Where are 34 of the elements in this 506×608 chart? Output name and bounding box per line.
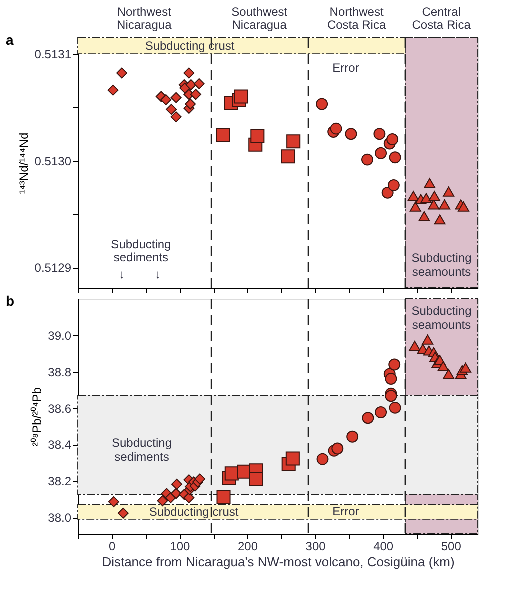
band-label: Subducting crust: [145, 39, 236, 54]
band-label: Subducting crust: [149, 505, 240, 520]
text: Central Costa Rica: [412, 5, 472, 32]
y-tick-label: 0.5131: [34, 48, 72, 62]
y-tick-label: 39.0: [48, 328, 72, 343]
text: Northwest Nicaragua: [117, 5, 172, 32]
chart-title: b: [6, 293, 15, 309]
y-tick-label: 38.4: [48, 438, 72, 452]
y-axis-title: ²⁰⁸Pb/²⁰⁴Pb: [30, 387, 44, 446]
annotation: ↓: [155, 267, 161, 282]
x-tick-label: 0: [109, 540, 116, 554]
annotation: Error: [332, 504, 360, 519]
band-label: Subducting seamounts: [412, 304, 472, 332]
y-axis-title: ¹⁴³Nd/¹⁴⁴Nd: [16, 132, 31, 194]
x-tick-label: 200: [238, 540, 258, 554]
x-axis-title: Distance from Nicaragua's NW-most volcano, Cosigüina (km): [102, 554, 455, 570]
chart-title: a: [6, 32, 14, 48]
annotation: Subducting sediments: [111, 237, 172, 264]
y-tick-label: 0.5130: [34, 154, 72, 168]
y-tick-label: 38.8: [48, 365, 72, 380]
text: Northwest Costa Rica: [327, 5, 386, 32]
annotation: Error: [332, 61, 360, 75]
band-label: Subducting sediments: [112, 436, 172, 464]
x-tick-label: 500: [441, 540, 462, 554]
x-tick-label: 400: [374, 540, 394, 554]
band-label: Subducting seamounts: [412, 251, 472, 279]
y-tick-label: 38.2: [48, 474, 72, 489]
y-tick-label: 38.0: [48, 511, 72, 526]
x-tick-label: 100: [170, 540, 191, 554]
x-tick-label: 300: [306, 540, 326, 554]
annotation: ↓: [119, 267, 125, 282]
y-tick-label: 0.5129: [34, 261, 72, 276]
text: Southwest Nicaragua: [232, 5, 288, 32]
y-tick-label: 38.6: [48, 402, 72, 416]
